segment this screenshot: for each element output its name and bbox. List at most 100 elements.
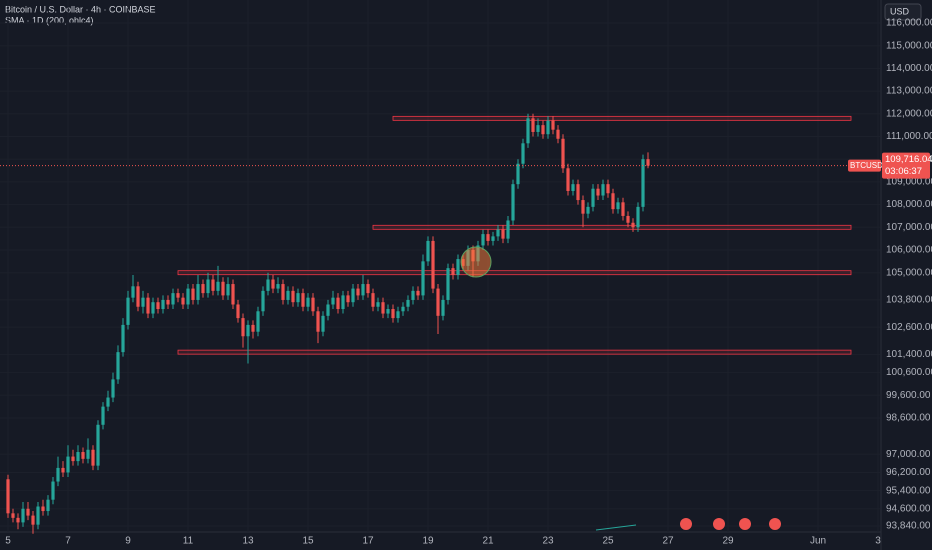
candle-body [576,184,580,201]
candle-body [506,220,510,239]
y-tick-label: 94,600.00 [886,503,931,514]
level-zone [177,270,852,276]
candle-body [66,456,70,473]
x-tick-label: 7 [65,536,71,547]
candle-body [561,138,565,169]
candle-body [116,352,120,380]
x-tick-label: 23 [542,536,554,547]
x-tick-label: 27 [662,536,674,547]
y-tick-label: 97,000.00 [886,449,931,460]
candle-body [211,279,215,291]
candle-body [566,168,570,191]
x-tick-label: 19 [422,536,434,547]
candle-body [526,118,530,144]
candle-body [411,290,415,300]
candle-body [51,481,55,500]
candle-body [311,297,315,312]
y-tick-label: 102,600.00 [886,322,932,333]
candle-body [96,424,100,466]
event-icon[interactable] [680,518,692,530]
candle-body [216,281,220,291]
event-icons [680,518,781,530]
candle-body [111,379,115,398]
currency-button[interactable] [884,3,922,21]
last-price-label: 109,716.04 [885,154,932,165]
candle-body [91,449,95,466]
candle-body [246,324,250,337]
countdown-label: 03:06:37 [885,166,922,177]
candle-body [136,286,140,307]
event-icon[interactable] [739,518,751,530]
symbol-tag [848,159,881,172]
candle-body [261,290,265,312]
candle-body [271,279,275,289]
candle-body [641,159,645,207]
candle-body [241,318,245,337]
candle-body [591,188,595,207]
candle-body [286,290,290,300]
event-icon[interactable] [713,518,725,530]
candle-body [31,515,35,525]
candle-body [416,290,420,296]
candle-body [366,284,370,294]
candle-body [326,304,330,316]
candle-body [301,293,305,307]
candle-body [41,506,45,512]
candle-body [186,288,190,305]
candle-body [156,302,160,310]
candle-body [46,499,50,512]
candle-body [511,184,515,221]
y-tick-label: 111,000.00 [886,131,932,142]
candle-body [446,268,450,300]
candle-body [291,290,295,303]
candle-body [586,206,590,214]
candle-body [626,215,630,223]
candle-body [371,293,375,307]
x-tick-label: 25 [602,536,614,547]
y-tick-label: 98,600.00 [886,413,931,424]
candle-body [76,452,80,462]
currency-label: USD [890,6,910,16]
candle-body [106,397,110,407]
x-tick-label: 29 [722,536,734,547]
candle-body [131,286,135,298]
candle-body [21,508,25,523]
candle-body [611,193,615,210]
candle-body [151,302,155,314]
candle-body [181,297,185,305]
candle-body [196,284,200,300]
y-tick-label: 106,000.00 [886,245,932,256]
candle-body [481,234,485,246]
candle-body [71,456,75,462]
y-tick-label: 105,000.00 [886,267,932,278]
level-zone [372,224,852,230]
x-tick-label: 11 [183,536,194,547]
candle-body [236,304,240,319]
chart-title: Bitcoin / U.S. Dollar · 4h · COINBASE [5,4,156,14]
candle-body [571,184,575,191]
candle-body [56,467,60,482]
candle-body [146,297,150,314]
candle-body [331,297,335,305]
x-tick-label: 9 [125,536,131,547]
candle-body [16,517,20,523]
candle-body [276,284,280,289]
candle-body [306,297,310,307]
candle-body [81,452,85,459]
candle-body [521,143,525,164]
highlight-circle [460,246,492,278]
candle-body [6,479,10,514]
candle-body [426,240,430,262]
x-tick-label: 5 [5,536,11,547]
candle-body [341,295,345,310]
y-tick-label: 99,600.00 [886,390,931,401]
candle-body [546,120,550,135]
candle-body [171,293,175,305]
candle-body [436,288,440,316]
candle-body [376,302,380,307]
y-tick-label: 96,200.00 [886,467,931,478]
candle-body [556,129,560,139]
candle-body [406,299,410,307]
event-icon[interactable] [769,518,781,530]
candle-body [266,279,270,291]
